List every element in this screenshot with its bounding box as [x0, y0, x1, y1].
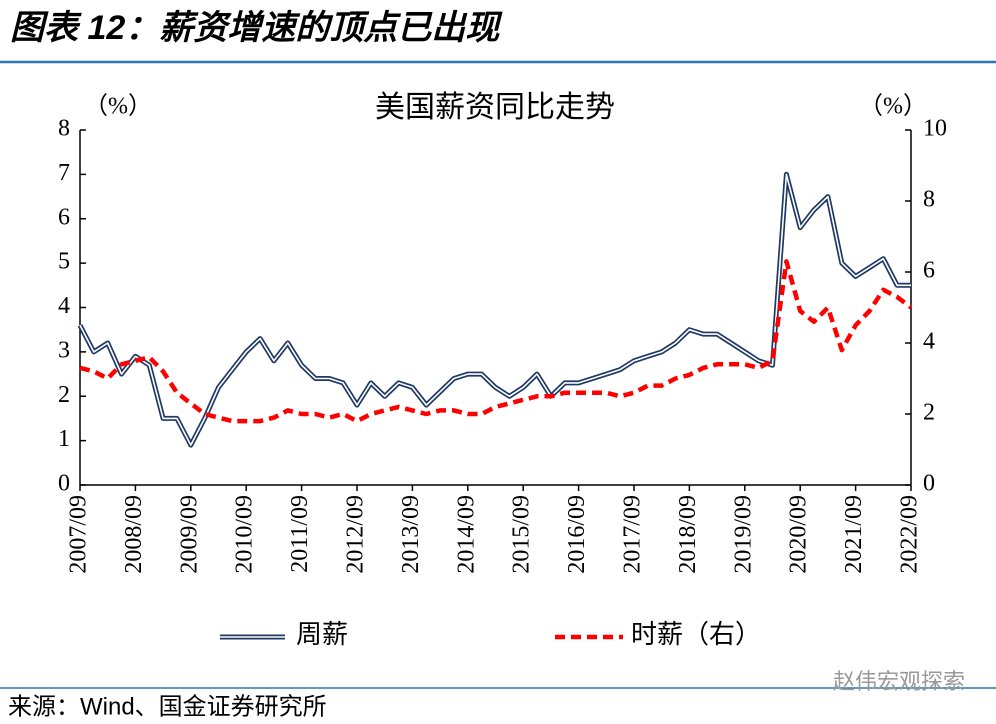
- x-tick-label: 2020/09: [786, 495, 812, 574]
- x-tick-label: 2013/09: [398, 495, 424, 574]
- y-tick-label: 7: [58, 160, 70, 186]
- y-tick-label: 3: [58, 337, 70, 363]
- x-tick-label: 2017/09: [620, 495, 646, 574]
- y2-tick-label: 10: [923, 116, 947, 142]
- x-tick-label: 2008/09: [121, 495, 147, 574]
- y2-tick-label: 0: [923, 471, 935, 497]
- y2-tick-label: 4: [923, 329, 935, 355]
- x-tick-label: 2010/09: [232, 495, 258, 574]
- series-line-inner: [79, 173, 911, 446]
- y2-tick-label: 2: [923, 400, 935, 426]
- x-tick-label: 2019/09: [730, 495, 756, 574]
- x-tick-label: 2015/09: [509, 495, 535, 574]
- y-tick-label: 0: [58, 471, 70, 497]
- y2-unit: （%）: [859, 94, 927, 120]
- y2-tick-label: 6: [923, 258, 935, 284]
- page-title: 图表 12：薪资增速的顶点已出现: [10, 9, 503, 47]
- y-tick-label: 4: [58, 293, 70, 319]
- x-tick-label: 2016/09: [564, 495, 590, 574]
- y-tick-label: 5: [58, 249, 70, 275]
- x-tick-label: 2021/09: [841, 495, 867, 574]
- x-tick-label: 2014/09: [453, 495, 479, 574]
- y2-tick-label: 8: [923, 187, 935, 213]
- y-tick-label: 2: [58, 382, 70, 408]
- y-unit: （%）: [84, 94, 152, 120]
- x-tick-label: 2018/09: [675, 495, 701, 574]
- chart-title: 美国薪资同比走势: [375, 91, 615, 124]
- legend-label: 周薪: [296, 620, 348, 649]
- y-tick-label: 8: [58, 116, 70, 142]
- x-tick-label: 2012/09: [343, 495, 369, 574]
- legend-label: 时薪（右）: [631, 620, 761, 649]
- x-tick-label: 2011/09: [287, 495, 313, 573]
- x-tick-label: 2022/09: [897, 495, 923, 574]
- watermark: 赵伟宏观探索: [833, 669, 965, 694]
- series-line: [77, 171, 911, 448]
- source-note: 来源：Wind、国金证券研究所: [8, 693, 327, 720]
- x-tick-label: 2007/09: [66, 495, 92, 574]
- x-tick-label: 2009/09: [176, 495, 202, 574]
- y-tick-label: 1: [58, 426, 70, 452]
- y-tick-label: 6: [58, 204, 70, 230]
- series-line: [79, 259, 913, 424]
